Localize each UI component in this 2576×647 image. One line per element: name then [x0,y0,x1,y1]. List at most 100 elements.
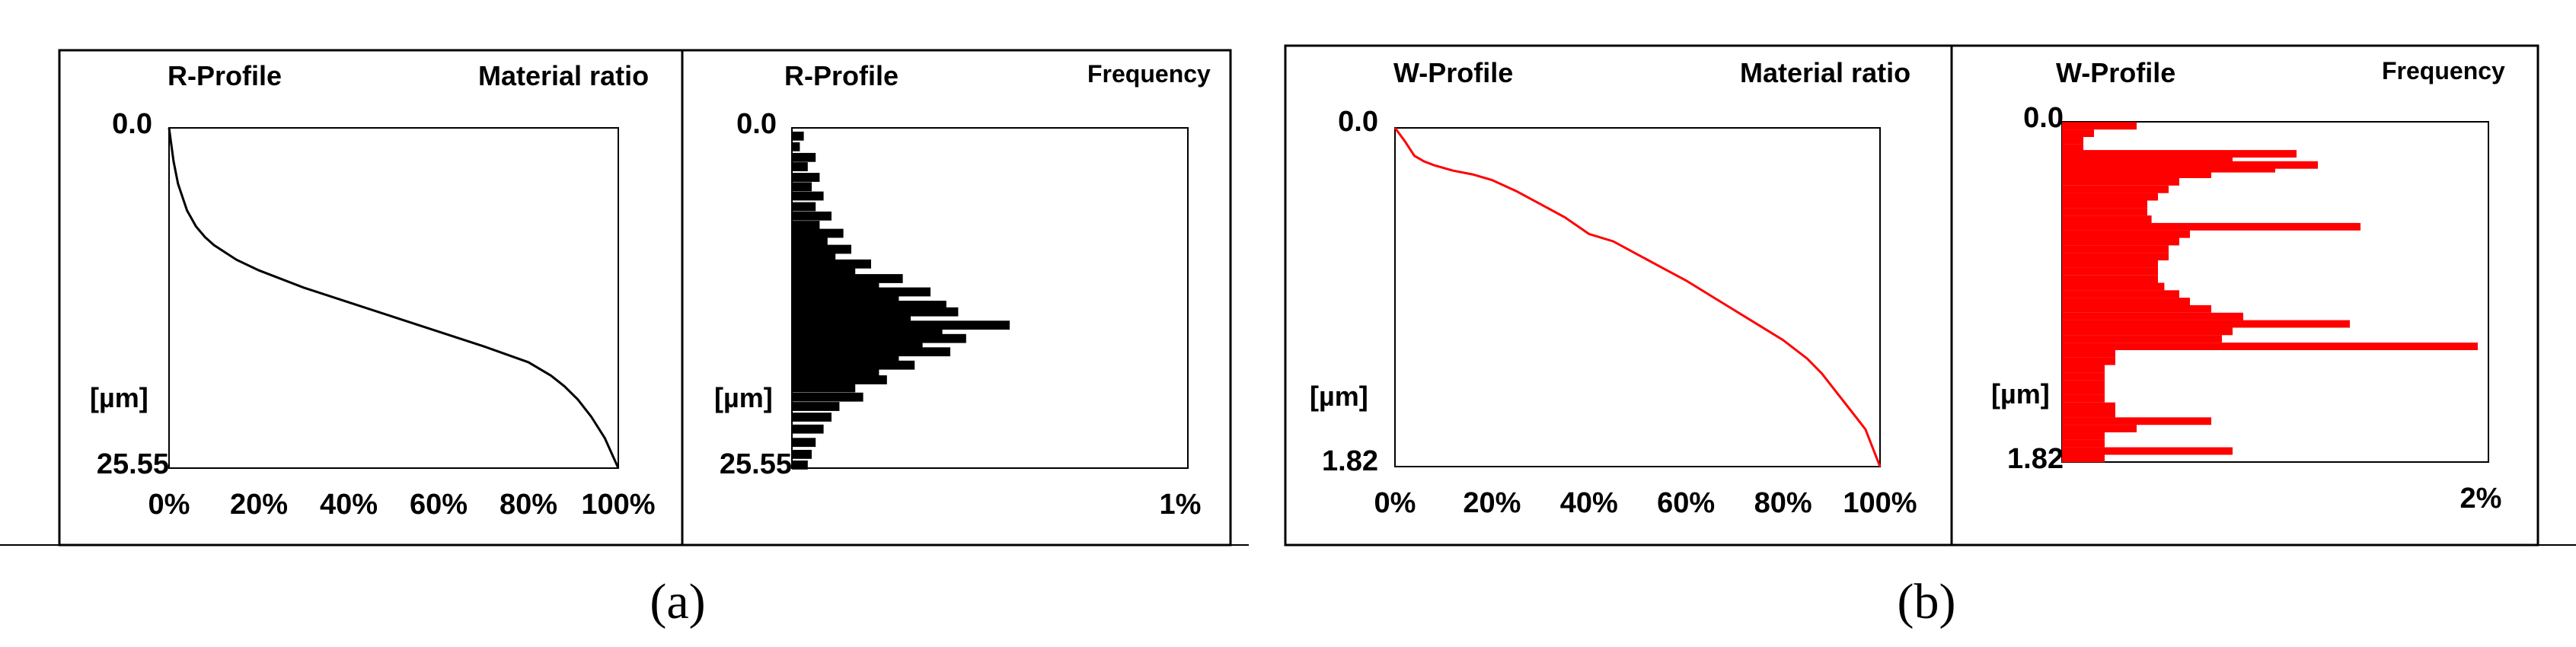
chart-a2-bar [792,368,879,378]
chart-a2-bar [792,402,840,411]
chart-b2-bar [2062,129,2094,137]
chart-a2-x-tick-labels: 1% [1160,489,1202,521]
chart-a2-bar [792,438,816,448]
chart-a1-y-top-label: 0.0 [112,108,152,140]
chart-b1-x-tick-labels: 0% 20% 40% 60% 80% 100% [1374,487,1917,519]
chart-b2-bar [2062,245,2169,253]
chart-b2-bar [2062,372,2105,381]
chart-b2-bar [2062,410,2115,418]
chart-a2-bar [792,424,824,434]
chart-a2-bar [792,191,824,201]
chart-a2-bar [792,383,856,393]
chart-b2-bar [2062,164,2275,173]
chart-b2-bar [2062,208,2147,216]
chart-b1-corner-label: Material ratio [1740,57,1910,88]
chart-b2-plot [2061,121,2489,463]
chart-b1-plot [1393,127,1882,467]
chart-a2-bar [792,375,887,384]
chart-a1-title: R-Profile [168,60,282,91]
chart-a2-bar [792,182,812,192]
chart-a1-x-tick-labels: 0% 20% 40% 60% 80% 100% [148,489,656,521]
chart-a2-bar [792,253,836,262]
chart-b2-bar [2062,193,2158,201]
chart-a2-bar [792,152,816,162]
chart-b2-bar [2062,222,2361,231]
chart-b2-bar [2062,136,2083,145]
chart-a1-x-tick-label: 0% [148,489,190,521]
chart-a2-bar [792,413,832,422]
chart-a2-bar [792,244,851,254]
chart-b2-bar [2062,320,2350,328]
chart-a2-bar [792,301,946,310]
chart-a2-bar [792,259,871,269]
chart-b2-x-tick-labels: 2% [2460,483,2502,515]
chart-b2-bar [2062,122,2137,130]
chart-b2-bar [2062,417,2211,425]
chart-b2-ylabel: [µm] [1991,378,2050,410]
chart-a2-bar [792,320,1010,330]
chart-a2-bar [792,142,800,151]
chart-a2-y-top-label: 0.0 [736,108,777,140]
chart-a2-bar [792,347,950,357]
chart-b2-bar [2062,349,2115,358]
chart-a2-bar [792,392,863,402]
chart-b2-bar [2062,312,2243,320]
chart-b2-bar [2062,275,2158,283]
chart-a2-bar [792,354,899,363]
chart-a2-bar [792,327,943,336]
chart-b2-bar [2062,454,2105,463]
chart-a2-bar [792,202,816,212]
chart-a2-bar [792,307,959,317]
caption-b: (b) [1898,574,1956,629]
chart-b2-bar [2062,144,2083,152]
chart-b2-bar [2062,365,2105,373]
chart-b1-axes-frame [1394,127,1881,467]
chart-a1-x-tick-label: 100% [581,489,655,521]
chart-b2-bar [2062,394,2105,403]
chart-a2-bar [792,314,911,324]
chart-b2-bar [2062,230,2190,238]
chart-b1-ylabel: [µm] [1310,381,1368,412]
chart-b2-bar [2062,432,2105,440]
chart-b2-x-tick-label: 2% [2460,483,2502,515]
chart-b1-x-tick-label: 0% [1374,487,1416,519]
chart-b1-x-tick-label: 100% [1843,487,1917,519]
chart-a2-bar [792,360,915,370]
chart-b2-y-top-label: 0.0 [2023,102,2064,134]
chart-b2-bar [2062,215,2152,223]
chart-b2-bar [2062,387,2105,395]
chart-a2-bar [792,162,808,171]
panel-b-left-frame [1284,44,1953,547]
chart-a2-bar [792,287,930,297]
chart-a2-bar [792,294,899,304]
chart-a2-title: R-Profile [784,60,899,91]
chart-a2-plot [791,127,1189,470]
chart-b2-y-bottom-label: 1.82 [2007,443,2064,475]
chart-b1-x-tick-label: 60% [1657,487,1715,519]
chart-b2-bar [2062,327,2233,336]
chart-a2-bar [792,280,879,290]
chart-a1-ylabel: [µm] [90,382,148,413]
chart-b1-y-top-label: 0.0 [1338,106,1378,138]
chart-a2-x-tick-label: 1% [1160,489,1202,521]
chart-b1-y-bottom-label: 1.82 [1322,445,1378,477]
chart-b2-bar [2062,260,2158,268]
chart-a1-x-tick-label: 40% [320,489,378,521]
chart-a2-bar [792,461,808,470]
chart-a2-bar [792,333,966,343]
chart-b2-bar [2062,425,2137,432]
chart-b2-bar [2062,304,2211,313]
chart-b1-series-line [1393,127,1882,467]
chart-b2-bar [2062,298,2190,305]
chart-a2-bar [792,274,903,283]
chart-b2-bar [2062,253,2169,261]
chart-a2-bar [792,228,844,238]
chart-a2-bar [792,173,820,182]
chart-a2-bar [792,267,856,277]
chart-b2-bar [2062,200,2147,209]
chart-b2-corner-label: Frequency [2382,57,2505,84]
chart-a2-bar [792,340,923,350]
chart-b2-bar [2062,171,2211,178]
chart-b1-x-tick-label: 40% [1560,487,1618,519]
